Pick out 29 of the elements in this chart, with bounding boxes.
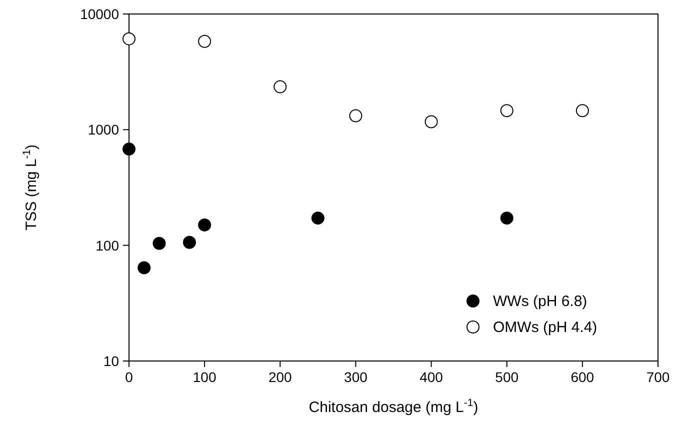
x-tick-label: 600: [570, 369, 594, 385]
point: [182, 236, 196, 249]
y-tick-label: 100: [96, 237, 120, 254]
point: [424, 115, 438, 128]
point: [274, 80, 287, 94]
point: [500, 212, 514, 225]
x-tick-label: 500: [495, 369, 519, 385]
point: [500, 104, 514, 118]
point: [122, 32, 136, 46]
point: [311, 212, 324, 225]
point: [122, 142, 136, 156]
x-tick-label: 400: [420, 369, 444, 385]
y-tick-label: 10000: [80, 6, 120, 22]
x-tick-label: 0: [125, 369, 134, 385]
point: [349, 109, 362, 122]
y-tick-label: 1000: [88, 122, 120, 138]
point: [152, 236, 166, 250]
point: [198, 218, 212, 232]
x-axis-title: Chitosan dosage (mg L$^{-1}$): [308, 397, 478, 416]
x-tick-label: 300: [344, 369, 368, 385]
y-tick-label: 10: [103, 353, 120, 369]
point: [198, 34, 212, 48]
legend-label: OMWs (pH 4.4): [493, 319, 598, 336]
point: [576, 104, 589, 118]
legend-label: WWs (pH 6.8): [493, 293, 588, 310]
x-tick-label: 200: [268, 369, 292, 385]
x-tick-label: 100: [192, 369, 216, 385]
point: [138, 261, 151, 274]
x-tick-label: 700: [646, 369, 670, 385]
